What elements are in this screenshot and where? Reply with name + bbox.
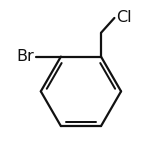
Text: Br: Br [16, 49, 34, 64]
Text: Cl: Cl [116, 10, 132, 25]
